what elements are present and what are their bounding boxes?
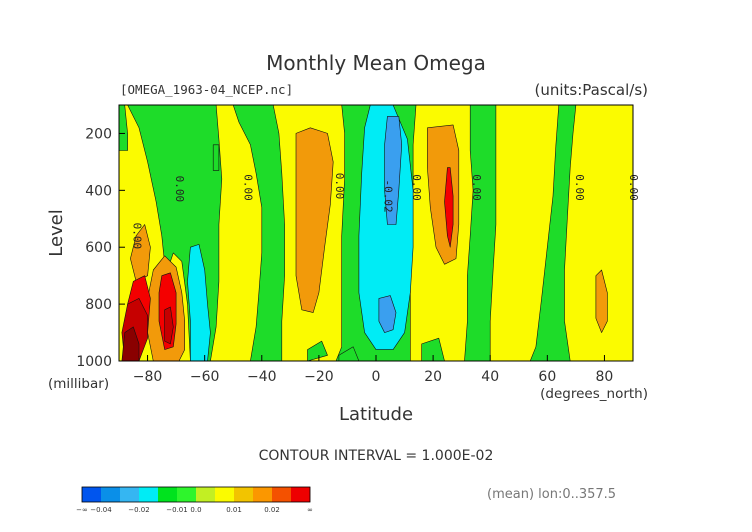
x-axis-units: (degrees_north) <box>540 386 648 402</box>
contour-label-7: 0.00 <box>627 174 640 201</box>
contour-label-6: 0.00 <box>573 174 586 201</box>
colorbar-label-4: 0.0 <box>190 506 201 514</box>
x-tick-label-7: 60 <box>538 369 556 385</box>
colorbar-label-7: ∞ <box>307 506 313 514</box>
file-label: [OMEGA_1963-04_NCEP.nc] <box>120 82 293 97</box>
colorbar-label-3: −0.01 <box>166 506 187 514</box>
colorbar-swatch-8 <box>234 487 254 502</box>
colorbar-swatch-6 <box>196 487 216 502</box>
colorbar: −∞ −0.04 −0.02 −0.01 0.0 0.01 0.02 ∞ <box>76 486 313 514</box>
x-tick-label-1: −60 <box>190 369 220 385</box>
colorbar-swatch-2 <box>120 487 140 502</box>
x-axis-label: Latitude <box>339 404 413 425</box>
colorbar-label-5: 0.01 <box>226 506 242 514</box>
contour-label-layer: 0.00 0.00 0.00 0.00 0.00 0.00 0.00 0.00 -0.02 <box>130 173 640 249</box>
footer-note: (mean) lon:0..357.5 <box>487 487 616 502</box>
x-tick-label-4: 0 <box>372 369 381 385</box>
chart-title: Monthly Mean Omega <box>266 51 486 75</box>
contour-region-17 <box>164 306 174 345</box>
contour-region-12 <box>595 269 608 333</box>
contour-region-8 <box>130 224 151 282</box>
x-tick-label-6: 40 <box>481 369 499 385</box>
colorbar-label-0: −∞ <box>76 506 88 514</box>
y-axis-label: Level <box>46 209 67 257</box>
contour-label-1: 0.00 <box>173 176 186 203</box>
y-axis-units: (millibar) <box>48 376 109 392</box>
contour-label-2: 0.00 <box>242 174 255 201</box>
colorbar-swatch-3 <box>139 487 159 502</box>
contour-region-26 <box>421 337 445 361</box>
x-tick-label-5: 20 <box>424 369 442 385</box>
y-tick-label-1: 400 <box>85 183 112 199</box>
contour-region-10 <box>295 127 334 313</box>
colorbar-frame <box>81 486 311 503</box>
y-axis: 200 400 600 800 1000 <box>76 126 125 370</box>
x-tick-label-0: −80 <box>133 369 163 385</box>
contour-region-6 <box>489 105 560 361</box>
contour-region-22 <box>378 295 397 333</box>
contour-label-5: 0.00 <box>470 174 483 201</box>
contour-fill-layer <box>119 105 633 361</box>
contour-region-3 <box>210 105 263 361</box>
contour-region-24 <box>307 340 328 361</box>
y-tick-label-4: 1000 <box>76 354 112 370</box>
contour-region-15 <box>444 167 454 248</box>
units-label: (units:Pascal/s) <box>535 81 649 99</box>
contour-label-3: 0.00 <box>333 173 346 200</box>
contour-region-20 <box>187 244 211 361</box>
colorbar-swatch-9 <box>253 487 273 502</box>
contour-region-7 <box>564 105 633 361</box>
colorbar-swatch-0 <box>82 487 102 502</box>
contour-label-4: 0.00 <box>410 174 423 201</box>
colorbar-swatch-5 <box>177 487 197 502</box>
contour-region-18 <box>121 326 140 361</box>
y-tick-label-2: 600 <box>85 240 112 256</box>
y-tick-label-0: 200 <box>85 126 112 142</box>
contour-interval-text: CONTOUR INTERVAL = 1.000E-02 <box>259 448 494 464</box>
colorbar-swatch-7 <box>215 487 235 502</box>
x-tick-label-2: −40 <box>247 369 277 385</box>
contour-region-21 <box>384 116 403 225</box>
y-tick-label-3: 800 <box>85 297 112 313</box>
colorbar-swatch-4 <box>158 487 178 502</box>
colorbar-label-6: 0.02 <box>264 506 280 514</box>
contour-label-0: 0.00 <box>130 223 143 250</box>
contour-region-23 <box>212 144 220 171</box>
colorbar-swatch-11 <box>291 487 311 502</box>
colorbar-label-2: −0.02 <box>128 506 149 514</box>
contour-label-8: -0.02 <box>382 179 395 212</box>
contour-region-25 <box>338 346 360 361</box>
x-axis: −80 −60 −40 −20 0 20 40 60 80 <box>133 355 614 385</box>
colorbar-label-1: −0.04 <box>90 506 112 514</box>
colorbar-swatch-1 <box>101 487 121 502</box>
contour-region-27 <box>119 105 128 151</box>
x-tick-label-3: −20 <box>304 369 334 385</box>
colorbar-swatch-10 <box>272 487 292 502</box>
x-tick-label-8: 80 <box>596 369 614 385</box>
